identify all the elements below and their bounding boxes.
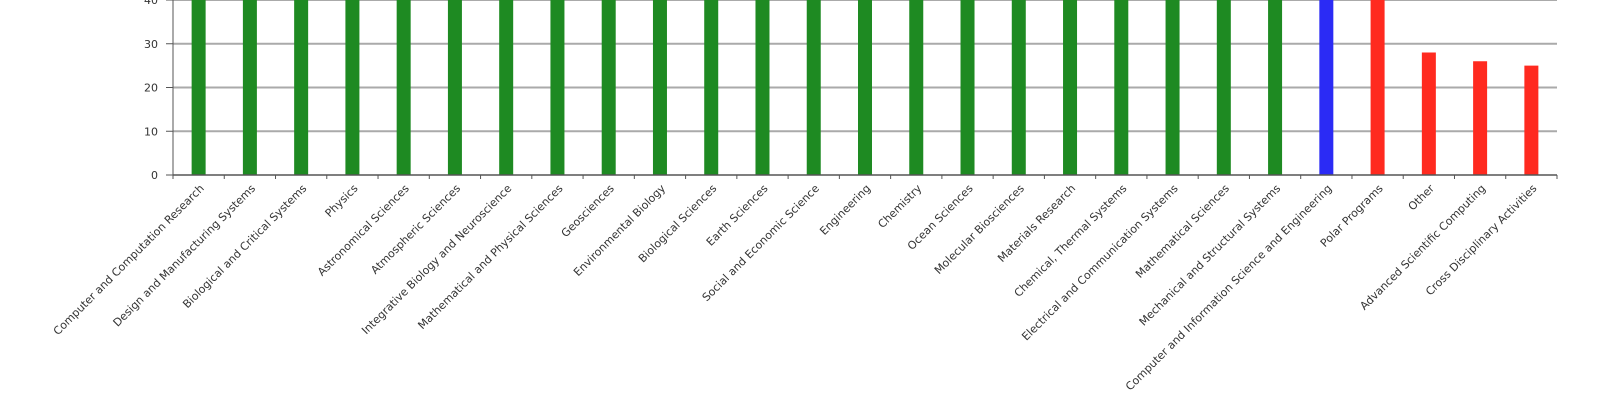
bar <box>1011 0 1026 175</box>
bar <box>1319 0 1334 175</box>
bar <box>601 0 616 175</box>
bar <box>1370 0 1385 175</box>
bar <box>704 0 719 175</box>
bar <box>1524 65 1539 175</box>
y-tick-label: 30 <box>144 38 158 51</box>
bar <box>499 0 514 175</box>
x-tick-label: Astronomical Sciences <box>315 182 412 279</box>
bar <box>1063 0 1078 175</box>
bar <box>1165 0 1180 175</box>
y-tick-label: 40 <box>144 0 158 7</box>
bar <box>1268 0 1283 175</box>
bar <box>806 0 821 175</box>
x-tick-label: Mathematical Sciences <box>1133 182 1232 281</box>
x-tick-label: Chemistry <box>875 182 924 231</box>
bar <box>755 0 770 175</box>
bar <box>345 0 360 175</box>
bar <box>447 0 462 175</box>
bar <box>242 0 257 175</box>
bars <box>191 0 1539 175</box>
bar <box>909 0 924 175</box>
bar <box>191 0 206 175</box>
bar <box>550 0 565 175</box>
x-tick-label: Environmental Biology <box>571 182 668 279</box>
bar <box>960 0 975 175</box>
bar <box>396 0 411 175</box>
x-tick-label: Cross Disciplinary Activities <box>1423 182 1540 299</box>
x-tick-label: Other <box>1406 182 1438 214</box>
bar <box>1216 0 1231 175</box>
bar <box>858 0 872 175</box>
bar <box>1114 0 1129 175</box>
x-tick-label: Physics <box>323 182 361 220</box>
bar <box>294 0 309 175</box>
bar <box>1473 61 1488 175</box>
y-tick-label: 10 <box>144 125 158 138</box>
y-axis-ticks: 0 10 20 30 40 <box>144 0 173 182</box>
x-tick-label: Atmospheric Sciences <box>368 182 463 277</box>
x-axis-labels: Computer and Computation ResearchDesign … <box>51 182 1540 394</box>
bar <box>1421 52 1436 175</box>
x-tick-label: Engineering <box>817 182 873 238</box>
bar <box>652 0 667 175</box>
axes <box>172 0 1558 179</box>
x-tick-label: Molecular Biosciences <box>932 182 1027 277</box>
y-tick-label: 0 <box>151 169 158 182</box>
y-tick-label: 20 <box>144 82 158 95</box>
